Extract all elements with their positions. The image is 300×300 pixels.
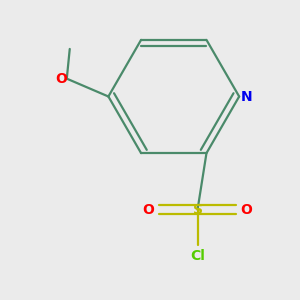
- Text: O: O: [55, 72, 67, 86]
- Text: O: O: [142, 202, 154, 217]
- Text: S: S: [193, 202, 202, 217]
- Text: O: O: [241, 202, 253, 217]
- Text: N: N: [241, 89, 252, 103]
- Text: Cl: Cl: [190, 249, 205, 263]
